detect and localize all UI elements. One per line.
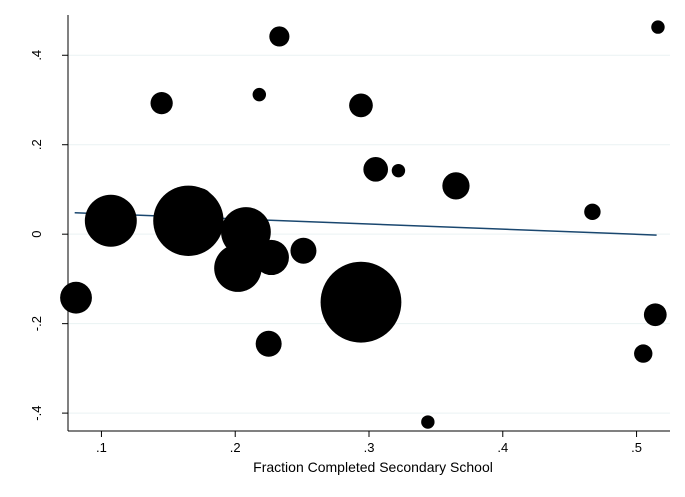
y-axis-ticks: -.4 -.2 0 .2 .4 [29, 50, 68, 421]
x-tick-label-1: .2 [230, 440, 241, 455]
data-point-8 [255, 330, 282, 357]
data-point-20 [643, 303, 667, 327]
y-tick-label-4: .4 [29, 50, 44, 61]
data-point-13 [320, 261, 402, 343]
x-axis-ticks: .1 .2 .3 .4 .5 [96, 431, 642, 455]
data-point-19 [634, 344, 653, 363]
x-axis-label: Fraction Completed Secondary School [253, 459, 493, 475]
x-tick-label-3: .4 [497, 440, 508, 455]
data-point-11 [290, 237, 317, 264]
x-tick-label-2: .3 [364, 440, 375, 455]
data-point-17 [442, 172, 470, 200]
data-point-7 [252, 87, 267, 102]
data-point-9 [253, 239, 289, 276]
data-point-0 [60, 281, 92, 314]
data-point-14 [363, 156, 389, 182]
data-point-6 [221, 207, 271, 257]
data-point-18 [584, 203, 601, 221]
data-point-4 [185, 187, 214, 217]
data-point-12 [349, 93, 373, 118]
x-tick-label-0: .1 [96, 440, 107, 455]
x-tick-label-4: .5 [631, 440, 642, 455]
data-point-2 [150, 91, 173, 115]
data-point-16 [421, 415, 435, 429]
data-point-15 [391, 163, 406, 178]
y-tick-label-0: -.4 [29, 406, 44, 421]
data-points [60, 20, 667, 429]
data-point-21 [651, 20, 665, 34]
y-tick-label-3: .2 [29, 139, 44, 150]
data-point-10 [269, 26, 290, 47]
data-point-1 [84, 194, 137, 247]
y-tick-label-1: -.2 [29, 316, 44, 331]
y-tick-label-2: 0 [29, 231, 44, 238]
